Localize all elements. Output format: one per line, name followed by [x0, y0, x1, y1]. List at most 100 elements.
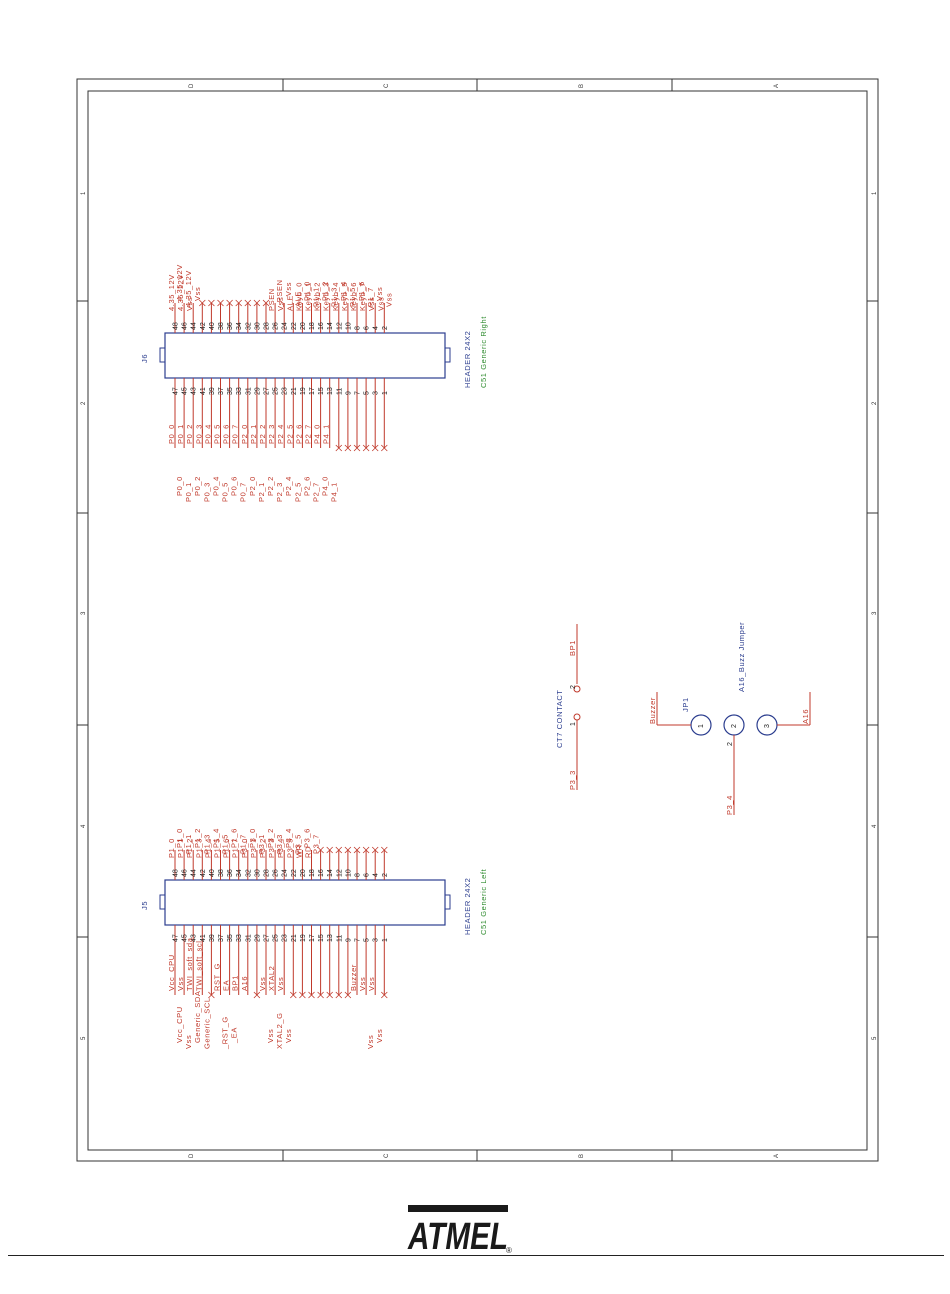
j6-net-label: P0_2 — [185, 424, 194, 444]
contact-ct7: BP1 2 1 CT7 CONTACT P3_3 — [555, 624, 581, 790]
j5-body — [164, 879, 446, 926]
j6-pin-48: 48 — [173, 322, 180, 330]
j6-net-port: P2_6 — [302, 476, 311, 496]
j6-net-label: Vss — [376, 297, 385, 311]
jp1-pin-3: 3 — [764, 724, 771, 728]
j6-pin-17: 17 — [309, 387, 316, 395]
j6-net-label: P0_7 — [231, 424, 240, 444]
j6-pin-37: 37 — [218, 387, 225, 395]
j6-net-label: P2_6 — [294, 424, 303, 444]
j6-net-label: 4.35_12V — [167, 274, 176, 311]
j5-net-port: Generic_SDA — [193, 991, 202, 1043]
j5-pin-9: 9 — [345, 938, 352, 942]
j6-net-port: P1_3 — [330, 287, 339, 307]
j6-net-port: P1_2 — [321, 281, 330, 301]
j6-net-port: P0_4 — [211, 476, 220, 496]
j5-net-port: P3_5 — [293, 834, 302, 854]
j5-net-port: Vss — [375, 1029, 384, 1043]
j5-pin-42: 42 — [200, 869, 207, 877]
j5-net-label: P1_6 — [222, 838, 231, 858]
jp1-net-left: Buzzer — [648, 697, 657, 724]
jumper-jp1: Buzzer A16 P3_4 JP1 A16_Buzz Jumper 1 2 … — [648, 622, 811, 815]
j6-net-port: P0_7 — [239, 482, 248, 502]
j6-net-port: P4_1 — [330, 482, 339, 502]
j5-ref: J5 — [140, 901, 149, 910]
j5-net-port: Vss — [184, 1035, 193, 1049]
j6-net-port: P2_4 — [284, 476, 293, 496]
jp1-pin-1: 1 — [698, 724, 705, 728]
j6-pin-22: 22 — [291, 322, 298, 330]
j6-pin-8: 8 — [355, 326, 362, 330]
j6-pin-6: 6 — [364, 326, 371, 330]
j5-net-port: Vcc_CPU — [175, 1006, 184, 1043]
j6-pin-40: 40 — [209, 322, 216, 330]
ct7-pin-2: 2 — [570, 685, 577, 689]
j5-net-port: P1_5 — [221, 834, 230, 854]
j5-pin-30: 30 — [254, 869, 261, 877]
j5-net-label: P1_5 — [213, 838, 222, 858]
j6-body — [164, 332, 446, 379]
j6-pin-42: 42 — [200, 322, 207, 330]
j5-desc: C51 Generic Left — [479, 868, 488, 935]
j6-net-label: P2_4 — [276, 424, 285, 444]
j6-pin-3: 3 — [373, 391, 380, 395]
j6-pin-13: 13 — [327, 387, 334, 395]
j6-net-port: P4_0 — [321, 476, 330, 496]
j5-pin-19: 19 — [300, 934, 307, 942]
j5-pin-8: 8 — [355, 873, 362, 877]
j5-pin-16: 16 — [318, 869, 325, 877]
j5-pin-38: 38 — [218, 869, 225, 877]
j5-net-port: P3_7 — [312, 834, 321, 854]
j5-net-label: Vss — [276, 977, 285, 991]
j5-pin-27: 27 — [264, 934, 271, 942]
j5-net-label: P3_3 — [267, 838, 276, 858]
j5-pin-12: 12 — [336, 869, 343, 877]
j6-net-port: P2_3 — [275, 482, 284, 502]
j6-net-port: P1_0 — [302, 281, 311, 301]
j5-pin-31: 31 — [245, 934, 252, 942]
j5-net-port: P1_2 — [193, 828, 202, 848]
j5-net-port: Vss — [284, 1029, 293, 1043]
j5-pin-33: 33 — [236, 934, 243, 942]
j6-net-label: P0_1 — [176, 424, 185, 444]
logo-text: ATMEL — [407, 1216, 508, 1255]
zone-letter-top: B — [579, 84, 585, 88]
j6-net-port: P0_1 — [184, 482, 193, 502]
j6-net-label: P0_3 — [194, 424, 203, 444]
j6-pin-9: 9 — [345, 391, 352, 395]
j5-pin-3: 3 — [373, 938, 380, 942]
j6-desc: C51 Generic Right — [479, 316, 488, 388]
j6-pin-10: 10 — [345, 322, 352, 330]
j6-pin-35: 35 — [227, 387, 234, 395]
j5-net-label: P1_1 — [176, 838, 185, 858]
j5-net-label: Buzzer — [349, 964, 358, 991]
j6-net-port: Vss — [375, 287, 384, 301]
j6-net-port: 4.35_12V — [184, 270, 193, 307]
j6-net-port: P2_2 — [266, 476, 275, 496]
j5-pin-48: 48 — [173, 869, 180, 877]
j6-net-port: P1_7 — [366, 287, 375, 307]
j5-pin-18: 18 — [309, 869, 316, 877]
jp1-net-right: A16 — [801, 709, 810, 724]
zone-number-left: 2 — [81, 401, 87, 405]
j6-pin-24: 24 — [282, 322, 289, 330]
zone-number-right: 3 — [872, 611, 878, 615]
j5-net-port: _EA — [230, 1027, 239, 1044]
connector-j5: J5 HEADER 24X2 C51 Generic Left48P1_0P1_04… — [140, 828, 488, 1050]
j6-pin-15: 15 — [318, 387, 325, 395]
j5-net-label: P3_0 — [240, 838, 249, 858]
j5-net-label: Vcc_CPU — [167, 954, 176, 991]
logo-registered: ® — [506, 1246, 512, 1255]
j6-pin-27: 27 — [264, 387, 271, 395]
j5-net-label: Vss — [367, 977, 376, 991]
j6-net-label: Keyb_7 — [358, 282, 367, 311]
j5-pin-46: 46 — [182, 869, 189, 877]
j6-net-label: P2_5 — [285, 424, 294, 444]
zone-number-left: 5 — [81, 1036, 87, 1040]
j5-pin-4: 4 — [373, 873, 380, 877]
j5-net-port: P1_0 — [175, 828, 184, 848]
j5-net-port: P1_7 — [239, 834, 248, 854]
j5-pin-17: 17 — [309, 934, 316, 942]
jp1-ref: JP1 — [681, 697, 690, 712]
j6-pin-38: 38 — [218, 322, 225, 330]
